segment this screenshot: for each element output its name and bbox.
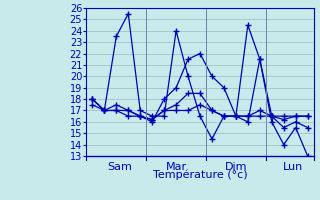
Text: Sam: Sam (107, 162, 132, 172)
Text: Lun: Lun (283, 162, 303, 172)
Text: Mar: Mar (165, 162, 187, 172)
Text: Dim: Dim (225, 162, 247, 172)
X-axis label: Température (°c): Température (°c) (153, 170, 247, 180)
